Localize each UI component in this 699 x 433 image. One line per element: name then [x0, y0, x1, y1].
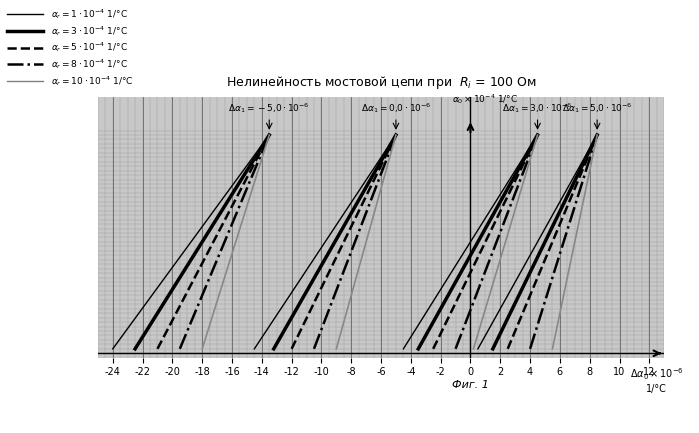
- Text: $\Delta\alpha_1 = 5{,}0\cdot10^{-6}$: $\Delta\alpha_1 = 5{,}0\cdot10^{-6}$: [562, 101, 633, 115]
- Text: $\Delta\alpha_1 = 0{,}0\cdot10^{-6}$: $\Delta\alpha_1 = 0{,}0\cdot10^{-6}$: [361, 101, 431, 115]
- Text: Фиг. 1: Фиг. 1: [452, 380, 489, 390]
- Title: Нелинейность мостовой цепи при  $R_i$ = 100 Ом: Нелинейность мостовой цепи при $R_i$ = 1…: [226, 74, 537, 91]
- Text: $\Delta\alpha_1 = 3{,}0\cdot10^{-6}$: $\Delta\alpha_1 = 3{,}0\cdot10^{-6}$: [502, 101, 573, 115]
- Text: $\Delta \alpha_0 \times 10^{-6}$
1/°С: $\Delta \alpha_0 \times 10^{-6}$ 1/°С: [630, 367, 684, 394]
- Text: $\alpha_0 \times 10^{-4}$ 1/°С: $\alpha_0 \times 10^{-4}$ 1/°С: [452, 92, 519, 106]
- Legend: $\alpha_r = 1\cdot10^{-4}$ 1/°С, $\alpha_r = 3\cdot10^{-4}$ 1/°С, $\alpha_r = 5\: $\alpha_r = 1\cdot10^{-4}$ 1/°С, $\alpha…: [4, 4, 136, 90]
- Text: $\Delta\alpha_1 = -5{,}0\cdot10^{-6}$: $\Delta\alpha_1 = -5{,}0\cdot10^{-6}$: [229, 101, 310, 115]
